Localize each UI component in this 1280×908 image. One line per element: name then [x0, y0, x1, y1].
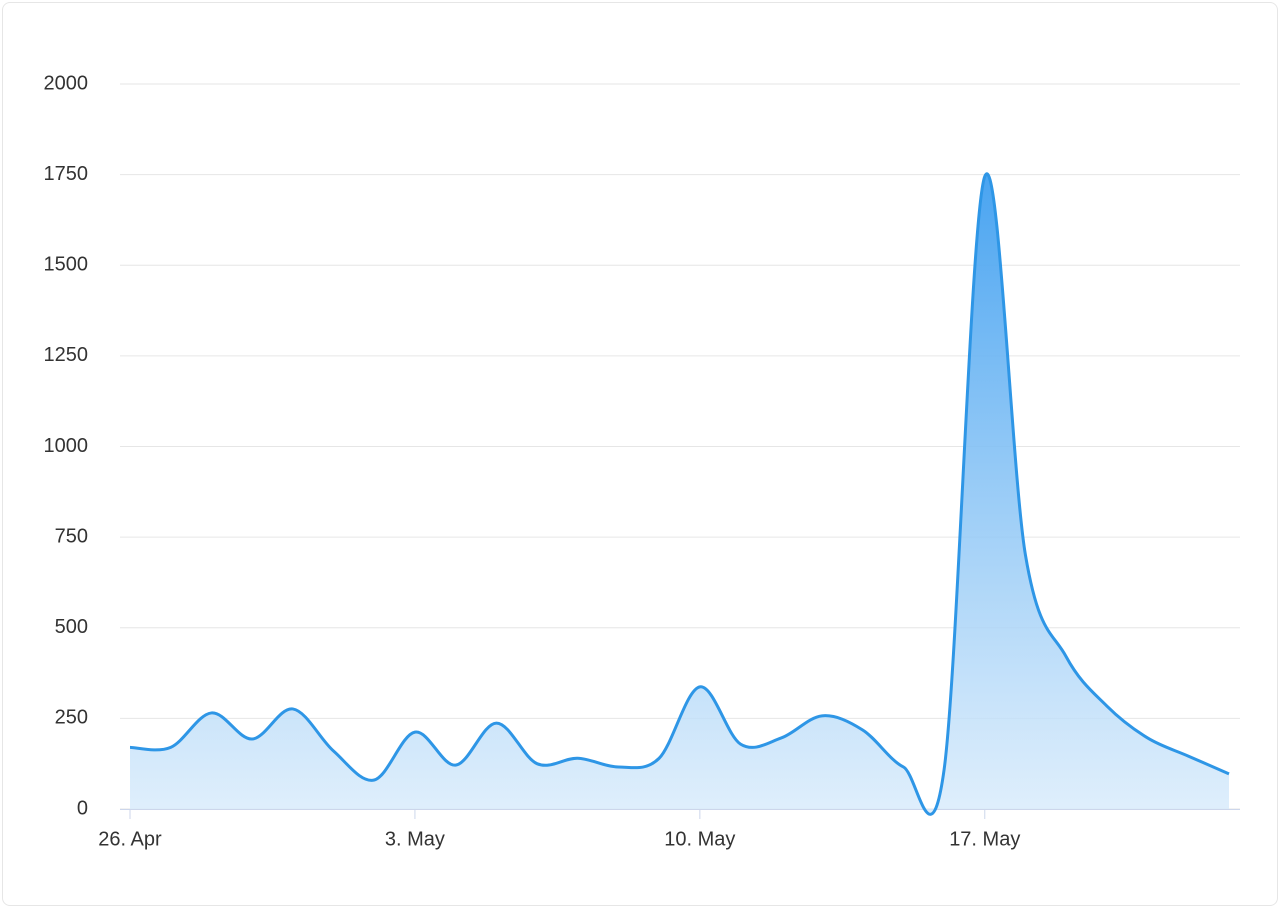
y-tick-label: 250 — [55, 707, 88, 729]
x-tick-label: 3. May — [385, 828, 445, 850]
y-tick-label: 0 — [77, 797, 88, 819]
x-tick-label: 17. May — [949, 828, 1020, 850]
y-tick-label: 1750 — [44, 163, 89, 185]
y-tick-label: 1250 — [44, 344, 89, 366]
area-line — [129, 172, 1230, 816]
y-tick-label: 2000 — [44, 72, 89, 94]
y-tick-label: 500 — [55, 616, 88, 638]
y-tick-label: 1000 — [44, 435, 89, 457]
x-tick-label: 26. Apr — [98, 828, 162, 850]
y-tick-label: 750 — [55, 525, 88, 547]
y-tick-label: 1500 — [44, 254, 89, 276]
x-tick-label: 10. May — [664, 828, 735, 850]
